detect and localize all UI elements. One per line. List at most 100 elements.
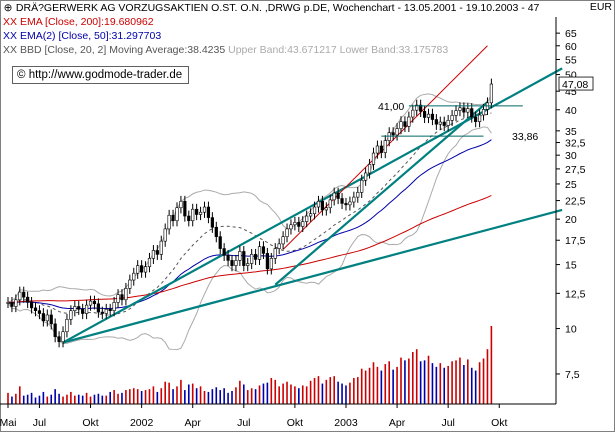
candle-body: [18, 291, 22, 301]
volume-bar: [15, 393, 17, 404]
volume-bar: [148, 389, 151, 404]
volume-bar: [203, 391, 206, 404]
candle-body: [320, 200, 325, 211]
volume-bar: [467, 359, 469, 404]
volume-bar: [140, 391, 143, 404]
volume-bar: [219, 390, 222, 404]
volume-bar: [109, 391, 111, 404]
y-tick-label: 65: [565, 28, 577, 40]
candle-body: [159, 240, 163, 255]
volume-bar: [482, 358, 485, 404]
volume-bar: [235, 387, 237, 404]
volume-bar: [388, 361, 391, 404]
x-tick-label: 2003: [334, 417, 358, 429]
volume-bar: [18, 386, 21, 404]
y-tick-label: 17,5: [565, 235, 586, 247]
candle-body: [124, 288, 128, 301]
volume-bar: [152, 386, 155, 404]
candle-body: [143, 266, 148, 273]
volume-bar: [349, 382, 351, 404]
candle-body: [191, 208, 195, 222]
volume-bar: [176, 386, 178, 404]
candle-body: [100, 311, 104, 314]
candle-body: [415, 104, 419, 111]
volume-bar: [50, 394, 53, 404]
candle-body: [340, 198, 344, 204]
chart-title: DRÄ?GERWERK AG VORZUGSAKTIEN O.ST. O.N. …: [15, 2, 540, 14]
volume-bar: [474, 370, 477, 404]
candle-body: [481, 109, 486, 116]
candle-body: [65, 319, 69, 333]
volume-bar: [172, 389, 174, 404]
candle-body: [238, 251, 242, 261]
volume-bar: [376, 366, 379, 404]
bbd-ma-line: [7, 112, 492, 316]
candle-body: [419, 104, 423, 112]
ema50-line: [7, 139, 492, 310]
copyright-url: http://www.godmode-trader.de: [28, 69, 183, 81]
candle-body: [136, 265, 140, 274]
candle-body: [253, 254, 258, 260]
moving-averages: [7, 139, 492, 310]
candle-body: [312, 206, 317, 215]
candle-body: [198, 211, 203, 215]
volume-bar: [258, 385, 261, 404]
candle-body: [6, 302, 10, 304]
crosshair-icon[interactable]: ⊕: [3, 2, 13, 14]
volume-bar: [419, 361, 422, 404]
last-price-label: 47,08: [562, 79, 588, 91]
volume-bar: [341, 383, 343, 404]
volume-bar: [42, 391, 45, 404]
volume-bar: [211, 389, 214, 404]
y-tick-label: 45: [565, 86, 577, 98]
volume-bar: [317, 376, 320, 404]
candle-body: [140, 265, 144, 273]
volume-bar: [26, 394, 29, 404]
candle-body: [470, 108, 474, 118]
x-tick-label: Okt: [287, 417, 303, 429]
candle-body: [88, 300, 93, 306]
candle-body: [442, 121, 446, 126]
volume-bar: [360, 368, 363, 404]
volume-bar: [490, 326, 493, 404]
candle-body: [26, 296, 30, 303]
x-tick-label: Jul: [33, 417, 46, 429]
volume-bar: [400, 357, 402, 404]
candle-body: [120, 294, 124, 301]
volume-bar: [443, 367, 446, 404]
copyright-box[interactable]: © http://www.godmode-trader.de: [12, 66, 190, 84]
volume-bar: [66, 394, 68, 404]
volume-bar: [431, 363, 434, 404]
candle-body: [206, 206, 211, 218]
volume-bar: [368, 367, 371, 404]
volume-bars: [7, 326, 493, 404]
volume-bar: [136, 389, 139, 404]
volume-bar: [85, 392, 88, 404]
volume-bar: [345, 385, 347, 404]
candle-body: [293, 222, 297, 226]
candle-body: [179, 200, 183, 209]
candle-body: [265, 253, 269, 270]
x-tick-label: Jul: [237, 417, 250, 429]
volume-bar: [97, 393, 100, 404]
legend-text: EMA [Close, 200]:19.680962: [19, 16, 154, 28]
candle-body: [281, 236, 285, 245]
y-tick-label: 30: [565, 150, 577, 162]
volume-bar: [266, 382, 269, 404]
volume-bar: [384, 364, 387, 404]
volume-bar: [439, 363, 442, 404]
volume-bar: [309, 380, 312, 404]
y-tick-label: 32,5: [565, 138, 586, 150]
legend-text: BBD [Close, 20, 2] Moving Average:38.423…: [19, 44, 226, 56]
x-tick-label: Apr: [389, 417, 406, 429]
volume-bar: [223, 388, 225, 404]
copyright-symbol: ©: [17, 69, 26, 81]
candle-body: [92, 300, 97, 305]
y-tick-label: 7,5: [565, 369, 580, 381]
lower-band-line: [7, 126, 492, 351]
candle-body: [474, 116, 478, 122]
volume-bar: [396, 366, 398, 404]
y-tick-label: 22,5: [565, 196, 586, 208]
price-annotations: 41,00 33,86: [378, 101, 538, 143]
x-tick-label: Okt: [82, 417, 98, 429]
